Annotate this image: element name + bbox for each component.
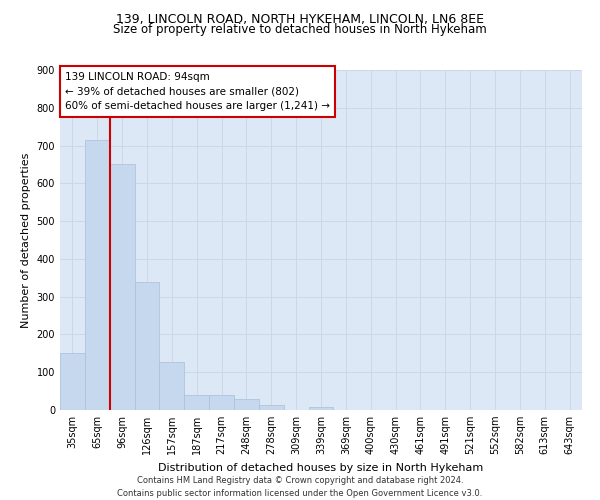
Bar bbox=[184, 395, 209, 410]
Text: 139, LINCOLN ROAD, NORTH HYKEHAM, LINCOLN, LN6 8EE: 139, LINCOLN ROAD, NORTH HYKEHAM, LINCOL… bbox=[116, 12, 484, 26]
Text: Size of property relative to detached houses in North Hykeham: Size of property relative to detached ho… bbox=[113, 22, 487, 36]
Bar bbox=[259, 406, 284, 410]
Bar bbox=[234, 400, 259, 410]
Bar bbox=[60, 354, 85, 410]
Bar bbox=[308, 407, 334, 410]
Y-axis label: Number of detached properties: Number of detached properties bbox=[21, 152, 31, 328]
Bar bbox=[85, 140, 110, 410]
Bar bbox=[209, 395, 234, 410]
Text: 139 LINCOLN ROAD: 94sqm
← 39% of detached houses are smaller (802)
60% of semi-d: 139 LINCOLN ROAD: 94sqm ← 39% of detache… bbox=[65, 72, 330, 112]
X-axis label: Distribution of detached houses by size in North Hykeham: Distribution of detached houses by size … bbox=[158, 462, 484, 472]
Bar bbox=[160, 362, 184, 410]
Bar bbox=[110, 164, 134, 410]
Bar bbox=[134, 282, 160, 410]
Text: Contains HM Land Registry data © Crown copyright and database right 2024.
Contai: Contains HM Land Registry data © Crown c… bbox=[118, 476, 482, 498]
